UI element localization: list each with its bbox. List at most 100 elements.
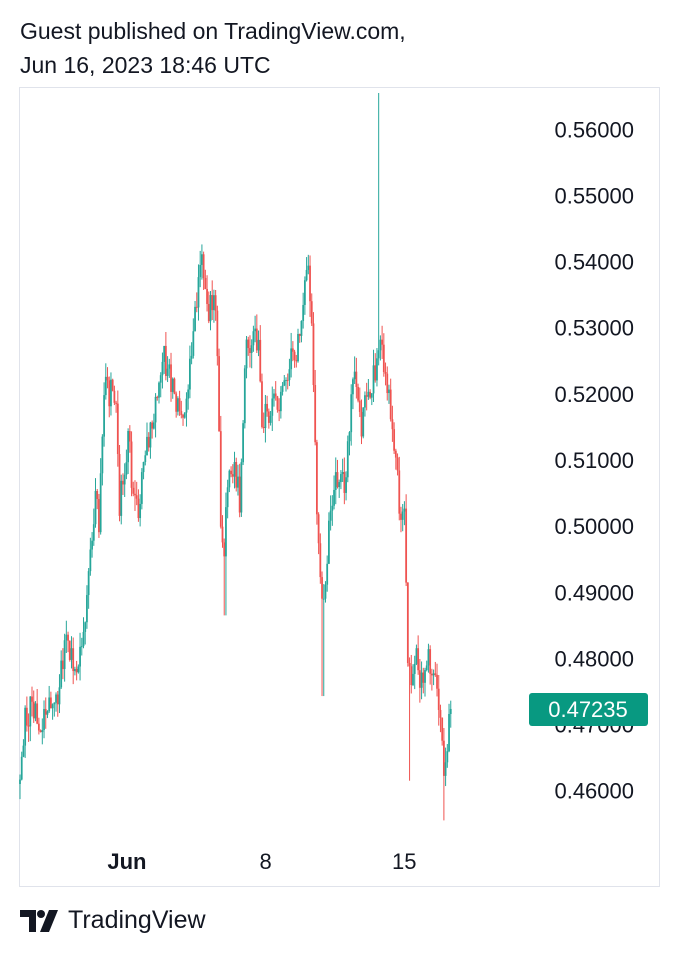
candle-body xyxy=(329,510,332,521)
candle-body xyxy=(25,707,28,726)
candle-body xyxy=(394,450,397,458)
candle-body xyxy=(317,514,320,544)
candle-body xyxy=(437,688,440,710)
candle-body xyxy=(125,462,128,475)
candle-body xyxy=(190,355,193,359)
candle-body xyxy=(221,526,224,543)
time-tick-label: 8 xyxy=(259,849,271,874)
candle-body xyxy=(245,339,248,369)
candle-body xyxy=(82,631,85,647)
candle-body xyxy=(408,663,411,667)
candle-body xyxy=(80,646,83,648)
candle-body xyxy=(149,422,152,448)
candle-body xyxy=(374,365,377,381)
candle-body xyxy=(345,477,347,493)
candle-body xyxy=(132,487,135,494)
candle-body xyxy=(67,634,69,641)
candle-body xyxy=(219,431,222,527)
candle-body xyxy=(334,472,337,490)
candle-body xyxy=(164,345,167,376)
candle-body xyxy=(273,393,275,399)
candle-body xyxy=(178,398,181,412)
candle-body xyxy=(194,306,196,332)
candle-body xyxy=(326,563,329,585)
candle-body xyxy=(96,490,99,500)
candle-body xyxy=(32,701,35,719)
candle-body xyxy=(110,379,112,407)
price-axis[interactable]: 0.56000 0.55000 0.54000 0.53000 0.52000 0.510… xyxy=(554,117,634,803)
candle-body xyxy=(249,348,251,354)
candle-body xyxy=(86,595,88,623)
candle-body xyxy=(37,723,40,731)
candle-body xyxy=(72,648,75,672)
candle-body xyxy=(235,462,238,488)
candle-body xyxy=(307,265,310,270)
candle-body xyxy=(202,254,205,278)
candle-body xyxy=(355,371,358,387)
candle-body xyxy=(291,348,294,352)
candle-body xyxy=(197,277,200,308)
candle-body xyxy=(430,673,433,676)
candle-body xyxy=(442,740,445,776)
candle-body xyxy=(382,344,385,373)
tradingview-logo-icon xyxy=(20,909,58,932)
candle-body xyxy=(128,431,131,442)
candle-body xyxy=(55,694,57,703)
candle-body xyxy=(176,398,179,412)
candle-body xyxy=(58,687,61,705)
candle-body xyxy=(434,673,437,675)
candle-body xyxy=(175,393,178,412)
candle-body xyxy=(357,386,359,401)
price-tick-label: 0.53000 xyxy=(554,316,634,341)
candle-body xyxy=(36,703,39,724)
candle-body xyxy=(206,288,208,304)
candle-body xyxy=(137,498,140,519)
candle-body xyxy=(204,277,207,289)
candle-body xyxy=(44,708,47,715)
footer: TradingView xyxy=(20,906,206,935)
candle-body xyxy=(53,702,56,705)
candle-body xyxy=(156,396,159,398)
candle-body xyxy=(381,339,384,345)
candle-body xyxy=(298,333,301,336)
candle-body xyxy=(309,265,311,302)
candle-body xyxy=(98,499,100,533)
candle-body xyxy=(364,395,366,408)
candle-body xyxy=(271,398,274,416)
candle-body xyxy=(254,328,257,332)
price-tick-label: 0.50000 xyxy=(554,514,634,539)
candle-body xyxy=(388,389,390,394)
candle-body xyxy=(146,436,148,456)
candle-body xyxy=(396,457,399,471)
candle-body xyxy=(449,708,452,714)
time-axis[interactable]: Jun 8 15 xyxy=(107,849,416,874)
last-price-badge xyxy=(529,692,648,726)
candle-body xyxy=(101,436,104,474)
candle-body xyxy=(161,361,164,376)
candle-body xyxy=(389,389,392,420)
candle-body xyxy=(312,323,315,386)
candle-body xyxy=(120,480,123,516)
candle-body xyxy=(22,745,25,757)
candle-body xyxy=(348,432,351,442)
candle-body xyxy=(135,495,138,499)
candle-body xyxy=(376,358,378,381)
last-price-tag: 0.47235 xyxy=(529,692,648,726)
candle-body xyxy=(195,306,198,308)
candle-body xyxy=(147,436,150,448)
candle-body xyxy=(158,382,160,398)
candle-body xyxy=(405,508,408,583)
candle-body xyxy=(353,371,356,380)
price-chart[interactable]: 0.56000 0.55000 0.54000 0.53000 0.52000 0.510… xyxy=(19,87,660,887)
candle-body xyxy=(269,415,272,423)
candle-body xyxy=(279,391,282,412)
candle-body xyxy=(429,649,432,674)
candle-body xyxy=(140,472,143,504)
candle-body xyxy=(238,476,241,513)
footer-brand: TradingView xyxy=(68,906,206,934)
candle-body xyxy=(84,622,87,632)
candle-body xyxy=(115,402,118,404)
candle-body xyxy=(225,507,227,557)
candle-body xyxy=(283,380,286,386)
candle-body xyxy=(106,376,109,381)
